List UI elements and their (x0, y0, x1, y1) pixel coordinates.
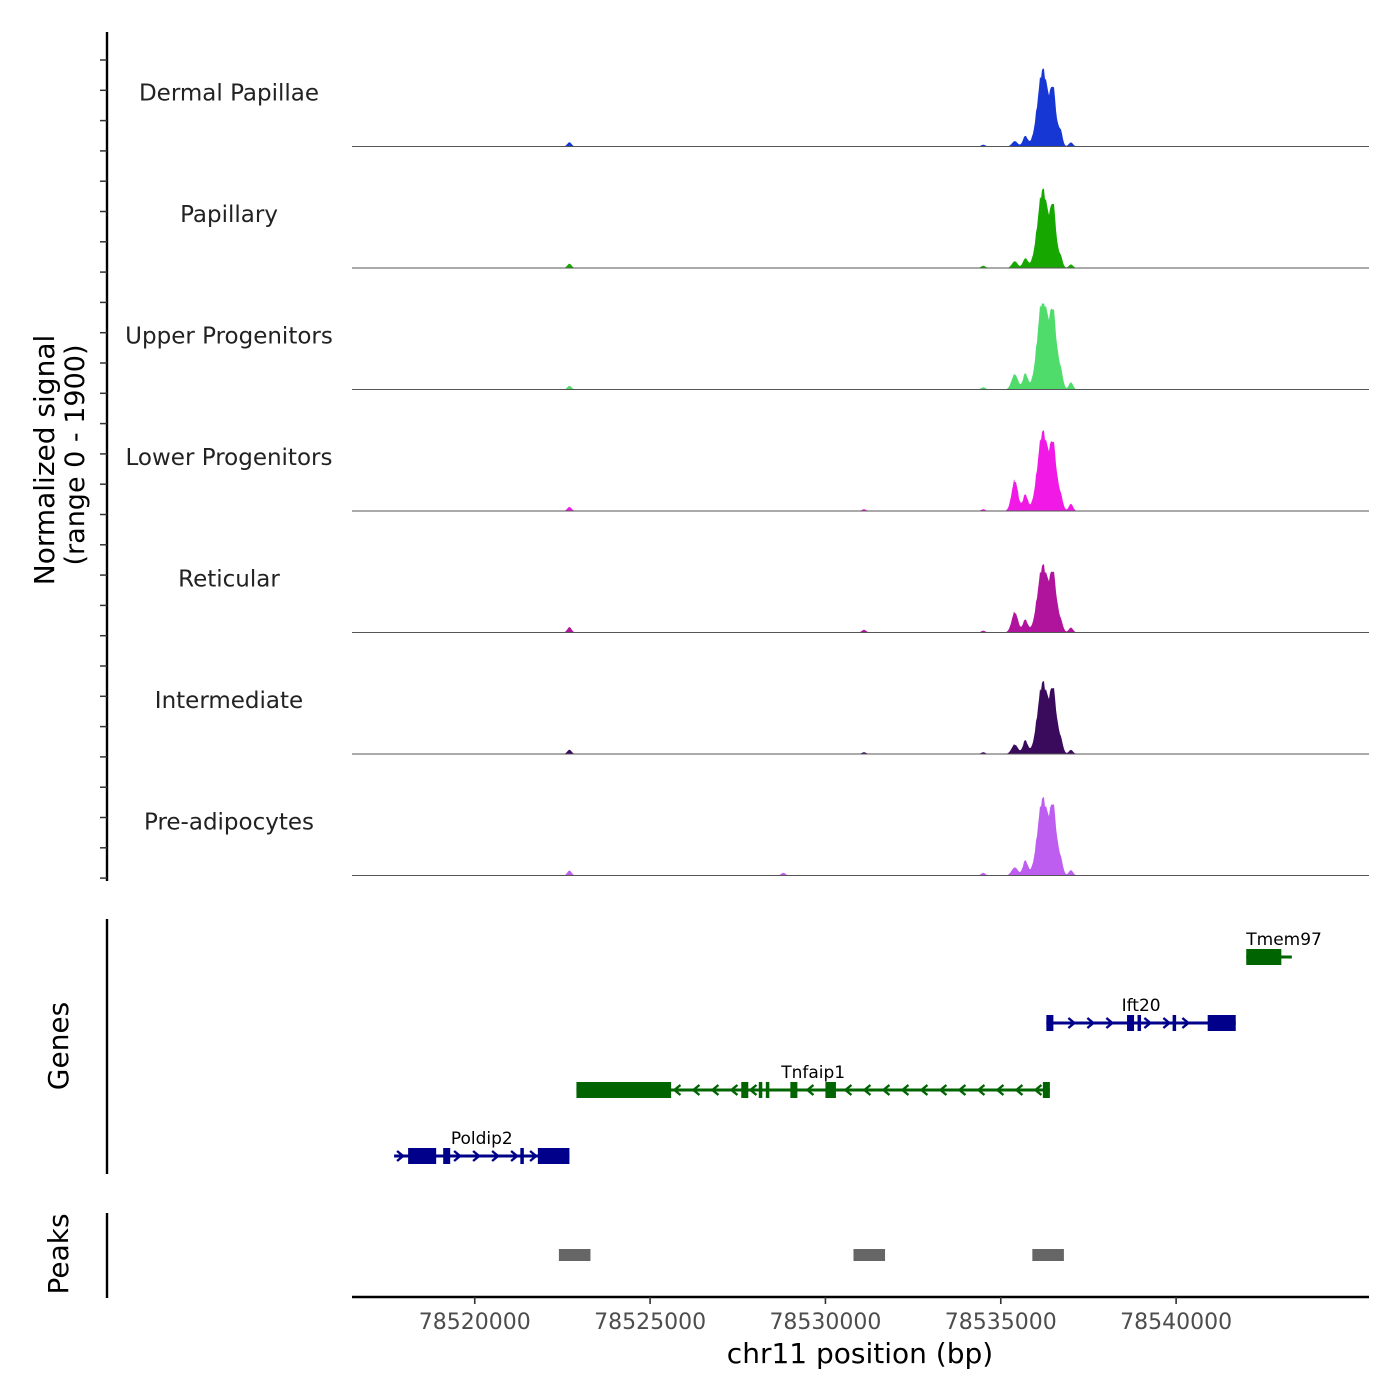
peaks-panel-label: Peaks (42, 1213, 75, 1294)
gene-annotations: Tmem97 Ift20 Tnfaip1 Poldip2 (394, 930, 1322, 1164)
coverage-tracks: Dermal Papillae Papillary Upper Progenitor… (125, 68, 1369, 876)
x-axis-title: chr11 position (bp) (727, 1337, 993, 1370)
strand-arrow (957, 1084, 967, 1096)
strand-arrow (1014, 1084, 1024, 1096)
x-tick-label: 78535000 (945, 1310, 1057, 1335)
gene-exon (1042, 1082, 1050, 1098)
gene-exon (758, 1082, 763, 1098)
signal-area (352, 430, 1369, 511)
gene-tnfaip1: Tnfaip1 (576, 1063, 1050, 1098)
track-label: Reticular (178, 567, 280, 593)
gene-exon (1246, 949, 1282, 965)
gene-exon (1127, 1015, 1135, 1031)
strand-arrow (748, 1084, 758, 1096)
strand-arrow (1033, 1084, 1043, 1096)
gene-exon (765, 1082, 770, 1098)
track-5: Reticular (178, 564, 1369, 633)
gene-tmem97: Tmem97 (1245, 930, 1322, 965)
track-label: Pre-adipocytes (144, 810, 314, 836)
strand-arrow (691, 1084, 701, 1096)
track-label: Lower Progenitors (126, 445, 333, 471)
gene-exon (576, 1082, 672, 1098)
gene-label: Tnfaip1 (780, 1063, 845, 1083)
peak-regions (558, 1249, 1064, 1261)
strand-arrow (1067, 1017, 1077, 1029)
gene-exon (825, 1082, 836, 1098)
genes-panel-label: Genes (42, 1002, 75, 1090)
strand-arrow (1086, 1017, 1096, 1029)
strand-arrow (472, 1150, 481, 1162)
coverage-y-ticks (100, 59, 107, 879)
strand-arrow (805, 1084, 815, 1096)
strand-arrow (976, 1084, 986, 1096)
strand-arrow (919, 1084, 929, 1096)
gene-exon (520, 1148, 524, 1164)
gene-exon (790, 1082, 798, 1098)
track-label: Upper Progenitors (125, 324, 333, 350)
x-tick-label: 78530000 (769, 1310, 881, 1335)
gene-exon (443, 1148, 451, 1164)
strand-arrow (1162, 1017, 1172, 1029)
x-tick-label: 78525000 (594, 1310, 706, 1335)
strand-arrow (862, 1084, 872, 1096)
gene-exon (1207, 1015, 1236, 1031)
signal-area (352, 797, 1369, 876)
signal-area (352, 303, 1369, 390)
strand-arrow (1143, 1017, 1153, 1029)
signal-area (352, 564, 1369, 633)
peak-region (1032, 1249, 1064, 1261)
track-6: Intermediate (155, 681, 1369, 755)
gene-label: Ift20 (1122, 996, 1161, 1016)
gene-exon (408, 1148, 437, 1164)
strand-arrow (491, 1150, 500, 1162)
peak-region (853, 1249, 886, 1261)
signal-area (352, 68, 1369, 147)
x-tick-label: 78520000 (419, 1310, 531, 1335)
track-label: Papillary (180, 202, 278, 228)
gene-exon (1172, 1015, 1177, 1031)
strand-arrow (938, 1084, 948, 1096)
gene-label: Tmem97 (1245, 930, 1322, 950)
gene-label: Poldip2 (451, 1129, 513, 1149)
x-axis-ticks: 78520000 78525000 78530000 78535000 78540000 (419, 1297, 1232, 1335)
strand-arrow (453, 1150, 462, 1162)
y-axis-range: (range 0 - 1900) (60, 345, 91, 566)
strand-arrow (881, 1084, 891, 1096)
gene-exon (1046, 1015, 1054, 1031)
gene-exon (1137, 1015, 1142, 1031)
track-3: Upper Progenitors (125, 303, 1369, 390)
strand-arrow (396, 1150, 405, 1162)
gene-exon (741, 1082, 749, 1098)
y-axis-title: Normalized signal (28, 335, 61, 586)
strand-arrow (843, 1084, 853, 1096)
strand-arrow (510, 1150, 519, 1162)
strand-arrow (1105, 1017, 1115, 1029)
peak-region (558, 1249, 591, 1261)
track-label: Dermal Papillae (139, 81, 319, 107)
strand-arrow (710, 1084, 720, 1096)
gene-ift20: Ift20 (1046, 996, 1236, 1031)
signal-area (352, 681, 1369, 754)
track-2: Papillary (180, 188, 1369, 269)
signal-area (352, 188, 1369, 268)
x-tick-label: 78540000 (1120, 1310, 1232, 1335)
track-1: Dermal Papillae (139, 68, 1369, 147)
strand-arrow (1181, 1017, 1191, 1029)
track-4: Lower Progenitors (126, 430, 1369, 512)
strand-arrow (729, 1084, 739, 1096)
gene-poldip2: Poldip2 (394, 1129, 570, 1164)
gene-exon (537, 1148, 570, 1164)
strand-arrow (995, 1084, 1005, 1096)
strand-arrow (529, 1150, 538, 1162)
strand-arrow (900, 1084, 910, 1096)
strand-arrow (672, 1084, 682, 1096)
track-7: Pre-adipocytes (144, 797, 1369, 876)
track-label: Intermediate (155, 688, 303, 714)
